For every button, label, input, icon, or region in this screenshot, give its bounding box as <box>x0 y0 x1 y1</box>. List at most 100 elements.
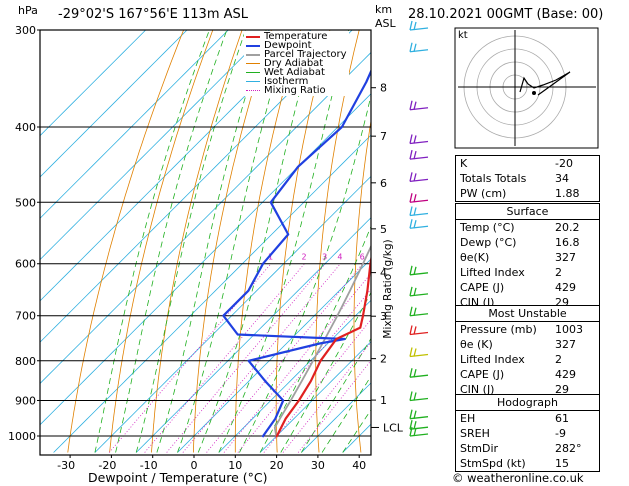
isotherm-line <box>177 258 371 453</box>
legend-item-wet-adiabat: Wet Adiabat <box>246 68 347 78</box>
most-unstable-row: Pressure (mb) 1003 <box>460 323 583 336</box>
wet-adiabat-line <box>321 375 371 453</box>
dry-adiabat-line <box>353 118 371 453</box>
km-tick-label: 5 <box>380 223 387 236</box>
mixing-ratio-line <box>237 288 371 453</box>
dry-adiabat-line <box>151 30 243 453</box>
mixing-ratio-line <box>144 263 305 453</box>
mixing-ratio-label: 6 <box>360 253 365 262</box>
dry-adiabat-line <box>622 30 629 453</box>
hodograph-row: EH 61 <box>460 412 569 425</box>
mixing-ratio-label: 25 <box>445 253 455 262</box>
x-axis-title: Dewpoint / Temperature (°C) <box>88 470 268 485</box>
isotherm-line <box>301 382 371 453</box>
wind-barb <box>409 391 429 402</box>
mixing-ratio-line <box>297 359 371 453</box>
plot-area: 1 2 3 4 6 8 10 15 20 25 <box>40 30 629 453</box>
km-tick-label: 1 <box>380 394 387 407</box>
most-unstable-row: Lifted Index 2 <box>460 353 562 366</box>
wind-barb <box>409 347 429 358</box>
pressure-tick-label: 900 <box>15 394 36 407</box>
isotherm-line <box>40 30 229 219</box>
hodograph-row: StmDir 282° <box>460 442 582 455</box>
mixing-ratio-line <box>206 263 363 453</box>
location-title: -29°02'S 167°56'E 113m ASL <box>58 7 249 22</box>
pressure-tick-label: 500 <box>15 196 36 209</box>
dry-adiabat-line <box>275 30 331 453</box>
legend-item-temperature: Temperature <box>246 32 347 42</box>
wind-barb <box>409 134 429 145</box>
km-tick-label: 7 <box>380 130 387 143</box>
isotherm-line <box>53 134 371 453</box>
hodograph-table: Hodograph EH 61 SREH -9 StmDir 282° StmSpd … <box>455 394 600 472</box>
isotherm-line <box>40 30 312 302</box>
mixing-ratio-axis-label: Mixing Ratio (g/kg) <box>382 239 394 339</box>
most-unstable-table: Most Unstable Pressure (mb) 1003 θe (K) 32… <box>455 305 600 398</box>
pressure-tick-label: 800 <box>15 355 36 368</box>
surface-row: Dewp (°C) 16.8 <box>460 236 580 249</box>
pressure-tick-label: 400 <box>15 121 36 134</box>
wind-barb <box>409 150 429 160</box>
x-tick-label: 10 <box>228 459 242 472</box>
hodograph-frame <box>454 27 599 149</box>
wet-adiabat-line <box>177 30 291 453</box>
pressure-tick-label: 1000 <box>8 430 36 443</box>
legend-item-isotherm: Isotherm <box>246 77 347 87</box>
hodograph-kt-label: kt <box>458 30 468 41</box>
profile-dewpoint <box>222 68 371 438</box>
x-tick-label: 30 <box>311 459 325 472</box>
wet-adiabat-line <box>301 337 371 453</box>
indices-table: K -20 Totals Totals 34 PW (cm) 1.88 <box>455 155 600 202</box>
dry-adiabat-line <box>234 30 301 453</box>
wind-barb <box>409 100 429 111</box>
wind-barb <box>409 306 429 317</box>
isotherm-line <box>135 217 371 453</box>
wet-adiabat-line <box>94 30 210 453</box>
hodograph-row: StmSpd (kt) 15 <box>460 457 569 470</box>
dry-adiabat-line <box>193 30 272 453</box>
km-tick-label: 4 <box>380 267 387 280</box>
wind-barb <box>409 420 429 430</box>
mixing-ratio-label: 15 <box>413 253 423 262</box>
legend-item-dry-adiabat: Dry Adiabat <box>246 59 347 69</box>
km-tick-label: 2 <box>380 353 387 366</box>
chart-legend: Temperature Dewpoint Parcel Trajectory D… <box>244 31 349 96</box>
pressure-tick-label: 600 <box>15 258 36 271</box>
isotherm-line <box>259 341 371 453</box>
isotherm-line <box>40 30 188 178</box>
isotherm-line <box>218 299 371 453</box>
wind-barb <box>409 172 429 183</box>
mixing-ratio-label: 1 <box>268 253 273 262</box>
km-tick-label: 8 <box>380 82 387 95</box>
wind-barb <box>409 368 429 378</box>
pressure-unit-label: hPa <box>18 4 38 17</box>
pw-row: PW (cm) 1.88 <box>460 187 580 200</box>
hodograph-row: SREH -9 <box>460 427 566 440</box>
hodograph-trace <box>519 71 571 96</box>
isotherm-line <box>94 175 371 453</box>
wet-adiabat-line <box>197 30 318 453</box>
profile-temperature <box>275 254 371 438</box>
isotherm-line <box>40 30 270 261</box>
surface-row: θe(K) 327 <box>460 251 576 264</box>
x-tick-label: -20 <box>98 459 116 472</box>
legend-item-mixing-ratio: Mixing Ratio <box>246 86 347 96</box>
mixing-ratio-label: 3 <box>322 253 327 262</box>
wet-adiabat-line <box>156 30 267 453</box>
dry-adiabat-line <box>391 30 418 453</box>
x-tick-label: -30 <box>57 459 75 472</box>
plot-frame <box>39 29 372 456</box>
lcl-label: LCL <box>383 421 404 434</box>
surface-title: Surface <box>456 204 599 220</box>
x-tick-label: 0 <box>191 459 198 472</box>
isotherm-line <box>40 93 371 426</box>
wind-barb <box>409 286 429 297</box>
mixing-ratio-label: 2 <box>301 253 306 262</box>
pressure-tick-label: 700 <box>15 310 36 323</box>
legend-item-parcel: Parcel Trajectory <box>246 50 347 60</box>
most-unstable-title: Most Unstable <box>456 306 599 322</box>
wind-barb <box>409 265 429 276</box>
x-tick-label: 20 <box>270 459 284 472</box>
wind-barb <box>409 219 429 229</box>
